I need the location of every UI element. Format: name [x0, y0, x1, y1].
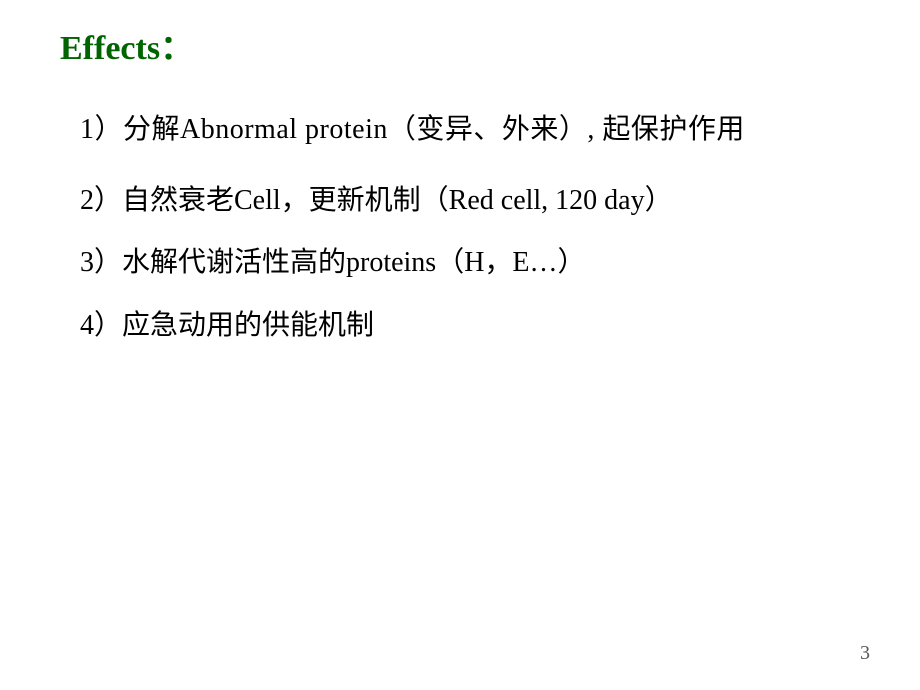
content-block: 1）分解Abnormal protein（变异、外来）, 起保护作用 2）自然衰…	[0, 69, 920, 349]
page-number: 3	[860, 642, 870, 665]
list-item-3: 3）水解代谢活性高的proteins（H，E…）	[80, 241, 860, 286]
slide-title: Effects：	[0, 0, 920, 69]
list-item-4: 4）应急动用的供能机制	[80, 304, 860, 349]
list-item-1: 1）分解Abnormal protein（变异、外来）, 起保护作用	[80, 99, 860, 161]
list-item-2: 2）自然衰老Cell，更新机制（Red cell, 120 day）	[80, 179, 860, 224]
